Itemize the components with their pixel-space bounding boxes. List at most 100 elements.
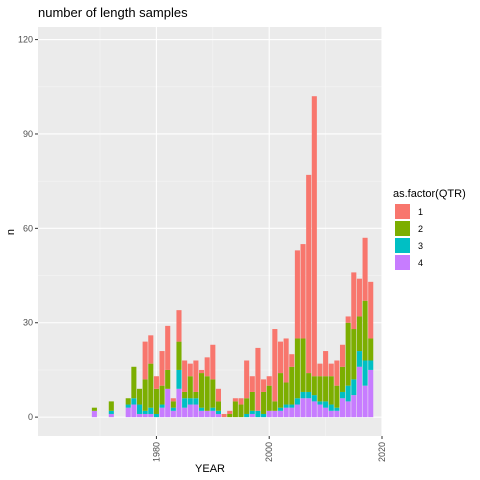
bar-segment-qtr-1 bbox=[261, 379, 267, 392]
bar-segment-qtr-3 bbox=[249, 410, 255, 414]
bar-segment-qtr-4 bbox=[368, 369, 374, 418]
bar-segment-qtr-2 bbox=[232, 401, 238, 418]
bar-segment-qtr-2 bbox=[244, 398, 250, 414]
bar-segment-qtr-2 bbox=[153, 388, 159, 414]
bar-segment-qtr-1 bbox=[210, 344, 216, 380]
bar-segment-qtr-2 bbox=[345, 322, 351, 386]
bar-segment-qtr-2 bbox=[136, 388, 143, 405]
bar-segment-qtr-4 bbox=[176, 388, 182, 418]
bar-segment-qtr-2 bbox=[125, 398, 131, 405]
bar-segment-qtr-1 bbox=[193, 360, 199, 392]
bar-segment-qtr-1 bbox=[165, 325, 171, 370]
bar-segment-qtr-4 bbox=[210, 410, 216, 418]
bar-segment-qtr-1 bbox=[328, 363, 334, 377]
bar-segment-qtr-2 bbox=[351, 329, 357, 380]
bar-segment-qtr-3 bbox=[193, 398, 199, 405]
bar-segment-qtr-3 bbox=[176, 369, 182, 389]
bar-segment-qtr-2 bbox=[176, 341, 182, 370]
bar-segment-qtr-1 bbox=[272, 329, 278, 402]
bar-segment-qtr-1 bbox=[244, 360, 250, 399]
bar-segment-qtr-1 bbox=[351, 272, 357, 330]
bar-segment-qtr-3 bbox=[153, 413, 159, 418]
bar-segment-qtr-1 bbox=[289, 354, 295, 367]
bar-segment-qtr-1 bbox=[300, 244, 306, 339]
y-tick-label: 120 bbox=[18, 35, 33, 45]
x-tick-label: 2000 bbox=[264, 442, 274, 462]
bar-segment-qtr-3 bbox=[125, 404, 131, 408]
bar-segment-qtr-1 bbox=[232, 398, 238, 402]
bar-segment-qtr-1 bbox=[362, 237, 368, 301]
bar-segment-qtr-1 bbox=[187, 363, 193, 377]
bar-segment-qtr-2 bbox=[328, 376, 334, 405]
bar-segment-qtr-2 bbox=[148, 363, 154, 408]
bar-segment-qtr-1 bbox=[368, 281, 374, 339]
bar-segment-qtr-4 bbox=[283, 407, 289, 418]
bar-segment-qtr-4 bbox=[362, 385, 368, 418]
bar-segment-qtr-1 bbox=[238, 398, 244, 405]
bar-segment-qtr-1 bbox=[199, 369, 205, 374]
bar-segment-qtr-2 bbox=[215, 401, 221, 411]
bar-segment-qtr-4 bbox=[345, 401, 351, 418]
bar-segment-qtr-4 bbox=[249, 413, 255, 418]
bar-segment-qtr-4 bbox=[215, 413, 221, 418]
bar-segment-qtr-4 bbox=[351, 395, 357, 418]
bar-segment-qtr-2 bbox=[283, 382, 289, 405]
bar-segment-qtr-3 bbox=[328, 404, 334, 411]
bar-segment-qtr-2 bbox=[311, 376, 317, 396]
bar-segment-qtr-3 bbox=[368, 360, 374, 370]
bar-segment-qtr-2 bbox=[182, 391, 188, 399]
bar-segment-qtr-1 bbox=[345, 316, 351, 323]
bar-segment-qtr-1 bbox=[249, 376, 255, 392]
bar-segment-qtr-1 bbox=[215, 388, 221, 402]
bar-segment-qtr-4 bbox=[356, 366, 362, 418]
bar-segment-qtr-1 bbox=[266, 376, 272, 386]
bar-segment-qtr-3 bbox=[108, 410, 114, 414]
bar-segment-qtr-4 bbox=[142, 413, 148, 418]
bar-segment-qtr-2 bbox=[334, 385, 340, 408]
legend-key-4 bbox=[395, 255, 410, 270]
bar-segment-qtr-4 bbox=[91, 410, 97, 418]
bar-segment-qtr-4 bbox=[328, 410, 334, 418]
y-tick-label: 30 bbox=[23, 318, 33, 328]
bar-segment-qtr-3 bbox=[142, 410, 148, 414]
bar-segment-qtr-3 bbox=[210, 407, 216, 411]
bar-segment-qtr-2 bbox=[91, 407, 97, 411]
legend-key-2 bbox=[395, 221, 410, 236]
bar-segment-qtr-2 bbox=[356, 316, 362, 352]
bar-segment-qtr-2 bbox=[300, 338, 306, 392]
bar-segment-qtr-1 bbox=[227, 410, 233, 414]
bar-segment-qtr-1 bbox=[356, 278, 362, 317]
bar-segment-qtr-4 bbox=[266, 410, 272, 418]
y-tick-label: 90 bbox=[23, 129, 33, 139]
bar-segment-qtr-4 bbox=[131, 404, 137, 418]
bar-segment-qtr-4 bbox=[323, 407, 329, 418]
legend-label-1: 1 bbox=[418, 207, 423, 217]
bar-segment-qtr-1 bbox=[204, 357, 210, 377]
bar-segment-qtr-1 bbox=[170, 398, 176, 402]
bar-segment-qtr-1 bbox=[148, 335, 154, 364]
bar-segment-qtr-1 bbox=[153, 376, 159, 389]
bar-segment-qtr-4 bbox=[187, 404, 193, 418]
bar-segment-qtr-3 bbox=[261, 413, 267, 418]
bar-segment-qtr-4 bbox=[294, 404, 300, 418]
bar-segment-qtr-2 bbox=[159, 385, 165, 405]
y-axis-title: n bbox=[5, 229, 17, 235]
bar-segment-qtr-2 bbox=[131, 366, 137, 399]
bar-segment-qtr-1 bbox=[306, 174, 312, 374]
bar-segment-qtr-4 bbox=[204, 410, 210, 418]
bar-segment-qtr-1 bbox=[159, 351, 165, 386]
bar-segment-qtr-3 bbox=[136, 404, 143, 414]
bar-segment-qtr-2 bbox=[277, 373, 284, 408]
bar-segment-qtr-2 bbox=[272, 401, 278, 411]
bar-segment-qtr-2 bbox=[204, 376, 210, 411]
bar-segment-qtr-3 bbox=[182, 398, 188, 408]
bar-segment-qtr-1 bbox=[339, 344, 346, 367]
bars-layer bbox=[91, 96, 374, 418]
chart-title: number of length samples bbox=[38, 5, 188, 20]
bar-segment-qtr-2 bbox=[210, 379, 216, 408]
bar-segment-qtr-2 bbox=[108, 401, 114, 411]
bar-segment-qtr-2 bbox=[368, 338, 374, 361]
bar-segment-qtr-4 bbox=[339, 398, 346, 418]
legend-label-2: 2 bbox=[418, 224, 423, 234]
